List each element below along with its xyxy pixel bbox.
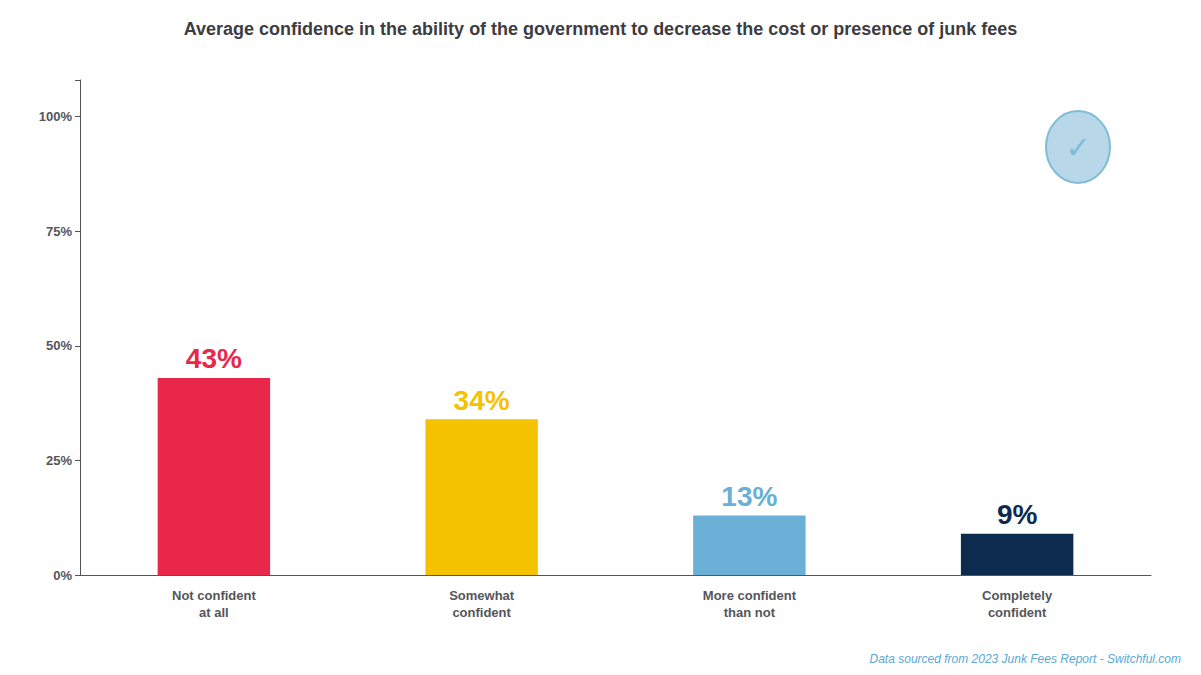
svg-text:Average confidence in the abil: Average confidence in the ability of the… xyxy=(184,19,1018,39)
svg-text:50%: 50% xyxy=(46,338,72,353)
svg-text:at all: at all xyxy=(199,605,229,620)
svg-text:0%: 0% xyxy=(53,568,72,583)
svg-text:75%: 75% xyxy=(46,224,72,239)
svg-text:confident: confident xyxy=(452,605,511,620)
svg-text:confident: confident xyxy=(988,605,1047,620)
svg-text:34%: 34% xyxy=(454,385,510,416)
svg-text:9%: 9% xyxy=(997,499,1038,530)
svg-text:13%: 13% xyxy=(721,481,777,512)
svg-text:Completely: Completely xyxy=(982,588,1053,603)
svg-text:100%: 100% xyxy=(39,109,73,124)
svg-text:43%: 43% xyxy=(186,343,242,374)
svg-text:25%: 25% xyxy=(46,453,72,468)
svg-text:Data sourced from 2023 Junk Fe: Data sourced from 2023 Junk Fees Report … xyxy=(870,652,1181,666)
svg-text:than not: than not xyxy=(724,605,776,620)
svg-text:✓: ✓ xyxy=(1065,130,1090,165)
svg-text:Somewhat: Somewhat xyxy=(449,588,515,603)
svg-text:More confident: More confident xyxy=(703,588,797,603)
svg-text:Not confident: Not confident xyxy=(172,588,256,603)
